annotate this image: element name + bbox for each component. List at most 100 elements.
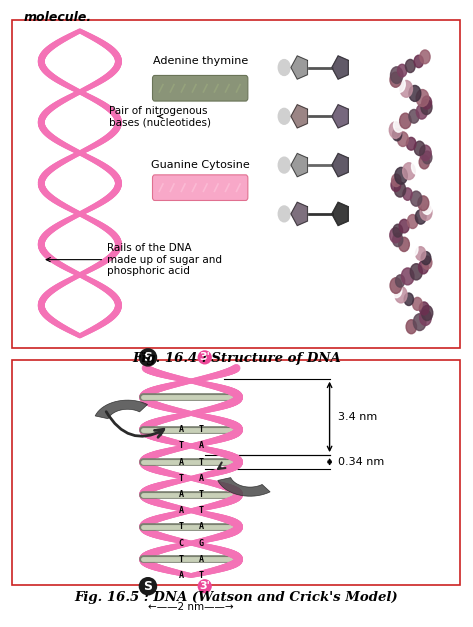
- Circle shape: [407, 214, 418, 228]
- Text: A   T: A T: [179, 571, 203, 580]
- Circle shape: [419, 155, 429, 169]
- Circle shape: [412, 159, 423, 175]
- FancyBboxPatch shape: [152, 175, 248, 201]
- Circle shape: [395, 275, 405, 287]
- Circle shape: [391, 67, 403, 83]
- Circle shape: [414, 141, 425, 155]
- Polygon shape: [332, 154, 348, 177]
- Circle shape: [390, 278, 402, 293]
- Circle shape: [399, 237, 409, 251]
- Circle shape: [409, 110, 419, 123]
- Text: S: S: [143, 580, 152, 593]
- Circle shape: [392, 174, 401, 187]
- FancyArrowPatch shape: [106, 412, 163, 437]
- Polygon shape: [218, 478, 270, 496]
- Polygon shape: [291, 56, 307, 79]
- Circle shape: [399, 219, 409, 233]
- Circle shape: [391, 179, 401, 191]
- Circle shape: [420, 145, 431, 161]
- Circle shape: [420, 310, 431, 325]
- Circle shape: [422, 151, 432, 164]
- Text: T   A: T A: [179, 474, 203, 483]
- Text: 3': 3': [199, 581, 210, 591]
- Text: A   T: A T: [179, 490, 203, 499]
- Circle shape: [410, 264, 422, 280]
- Circle shape: [422, 201, 432, 214]
- Circle shape: [393, 129, 402, 141]
- Text: A   T: A T: [179, 506, 203, 515]
- Circle shape: [422, 96, 431, 109]
- Circle shape: [403, 163, 415, 180]
- FancyBboxPatch shape: [12, 20, 460, 348]
- Circle shape: [421, 251, 431, 265]
- Circle shape: [394, 182, 406, 197]
- Polygon shape: [291, 154, 307, 177]
- Circle shape: [390, 72, 401, 87]
- Circle shape: [394, 119, 403, 132]
- Circle shape: [278, 206, 290, 222]
- Circle shape: [393, 233, 403, 246]
- Circle shape: [405, 60, 415, 73]
- Text: Guanine Cytosine: Guanine Cytosine: [151, 160, 250, 170]
- Circle shape: [411, 191, 422, 206]
- FancyBboxPatch shape: [12, 359, 460, 585]
- Circle shape: [397, 132, 408, 147]
- Circle shape: [416, 104, 427, 119]
- Circle shape: [416, 90, 429, 107]
- Circle shape: [406, 137, 416, 150]
- Text: Fig. 16.4 : Structure of DNA: Fig. 16.4 : Structure of DNA: [132, 352, 341, 366]
- Text: S: S: [143, 351, 152, 364]
- Polygon shape: [95, 400, 148, 419]
- Circle shape: [278, 108, 290, 124]
- Circle shape: [407, 241, 418, 256]
- Text: 0.34 nm: 0.34 nm: [338, 457, 384, 467]
- Text: molecule.: molecule.: [24, 11, 92, 24]
- Circle shape: [395, 167, 407, 184]
- Circle shape: [415, 246, 426, 260]
- Circle shape: [421, 100, 432, 115]
- Polygon shape: [291, 203, 307, 226]
- Circle shape: [391, 283, 402, 298]
- Circle shape: [402, 268, 414, 285]
- Polygon shape: [332, 56, 348, 79]
- Polygon shape: [291, 105, 307, 128]
- Circle shape: [393, 224, 403, 237]
- Text: ←——2 nm——→: ←——2 nm——→: [148, 602, 234, 612]
- Circle shape: [403, 188, 412, 200]
- Text: T   A: T A: [179, 522, 203, 532]
- Circle shape: [395, 287, 407, 303]
- Text: 3': 3': [199, 352, 210, 362]
- Circle shape: [400, 80, 412, 97]
- Circle shape: [400, 113, 411, 129]
- Text: A   T: A T: [179, 425, 203, 434]
- Circle shape: [278, 157, 290, 173]
- Text: Adenine thymine: Adenine thymine: [153, 56, 248, 66]
- Circle shape: [412, 297, 422, 310]
- Text: Rails of the DNA
made up of sugar and
phosphoric acid: Rails of the DNA made up of sugar and ph…: [46, 243, 222, 277]
- Circle shape: [419, 261, 429, 274]
- Circle shape: [406, 320, 417, 334]
- Circle shape: [422, 256, 432, 269]
- Text: C   G: C G: [179, 539, 203, 547]
- Text: Fig. 16.5 : DNA (Watson and Crick's Model): Fig. 16.5 : DNA (Watson and Crick's Mode…: [75, 591, 398, 604]
- Text: T   A: T A: [179, 555, 203, 564]
- Circle shape: [415, 209, 426, 224]
- Polygon shape: [332, 203, 348, 226]
- Circle shape: [418, 196, 429, 211]
- Circle shape: [390, 228, 401, 243]
- Circle shape: [409, 85, 421, 102]
- Circle shape: [420, 302, 429, 315]
- FancyBboxPatch shape: [152, 75, 248, 101]
- Text: 3.4 nm: 3.4 nm: [338, 412, 377, 422]
- Circle shape: [420, 204, 432, 220]
- Text: Pair of nitrogenous
bases (nucleotides): Pair of nitrogenous bases (nucleotides): [109, 105, 211, 127]
- Circle shape: [404, 293, 413, 305]
- Circle shape: [420, 50, 430, 64]
- Circle shape: [421, 305, 433, 320]
- Circle shape: [397, 64, 407, 77]
- Circle shape: [393, 76, 405, 93]
- Circle shape: [413, 314, 426, 330]
- Circle shape: [278, 60, 290, 75]
- Circle shape: [389, 122, 402, 139]
- Text: T   A: T A: [179, 441, 203, 450]
